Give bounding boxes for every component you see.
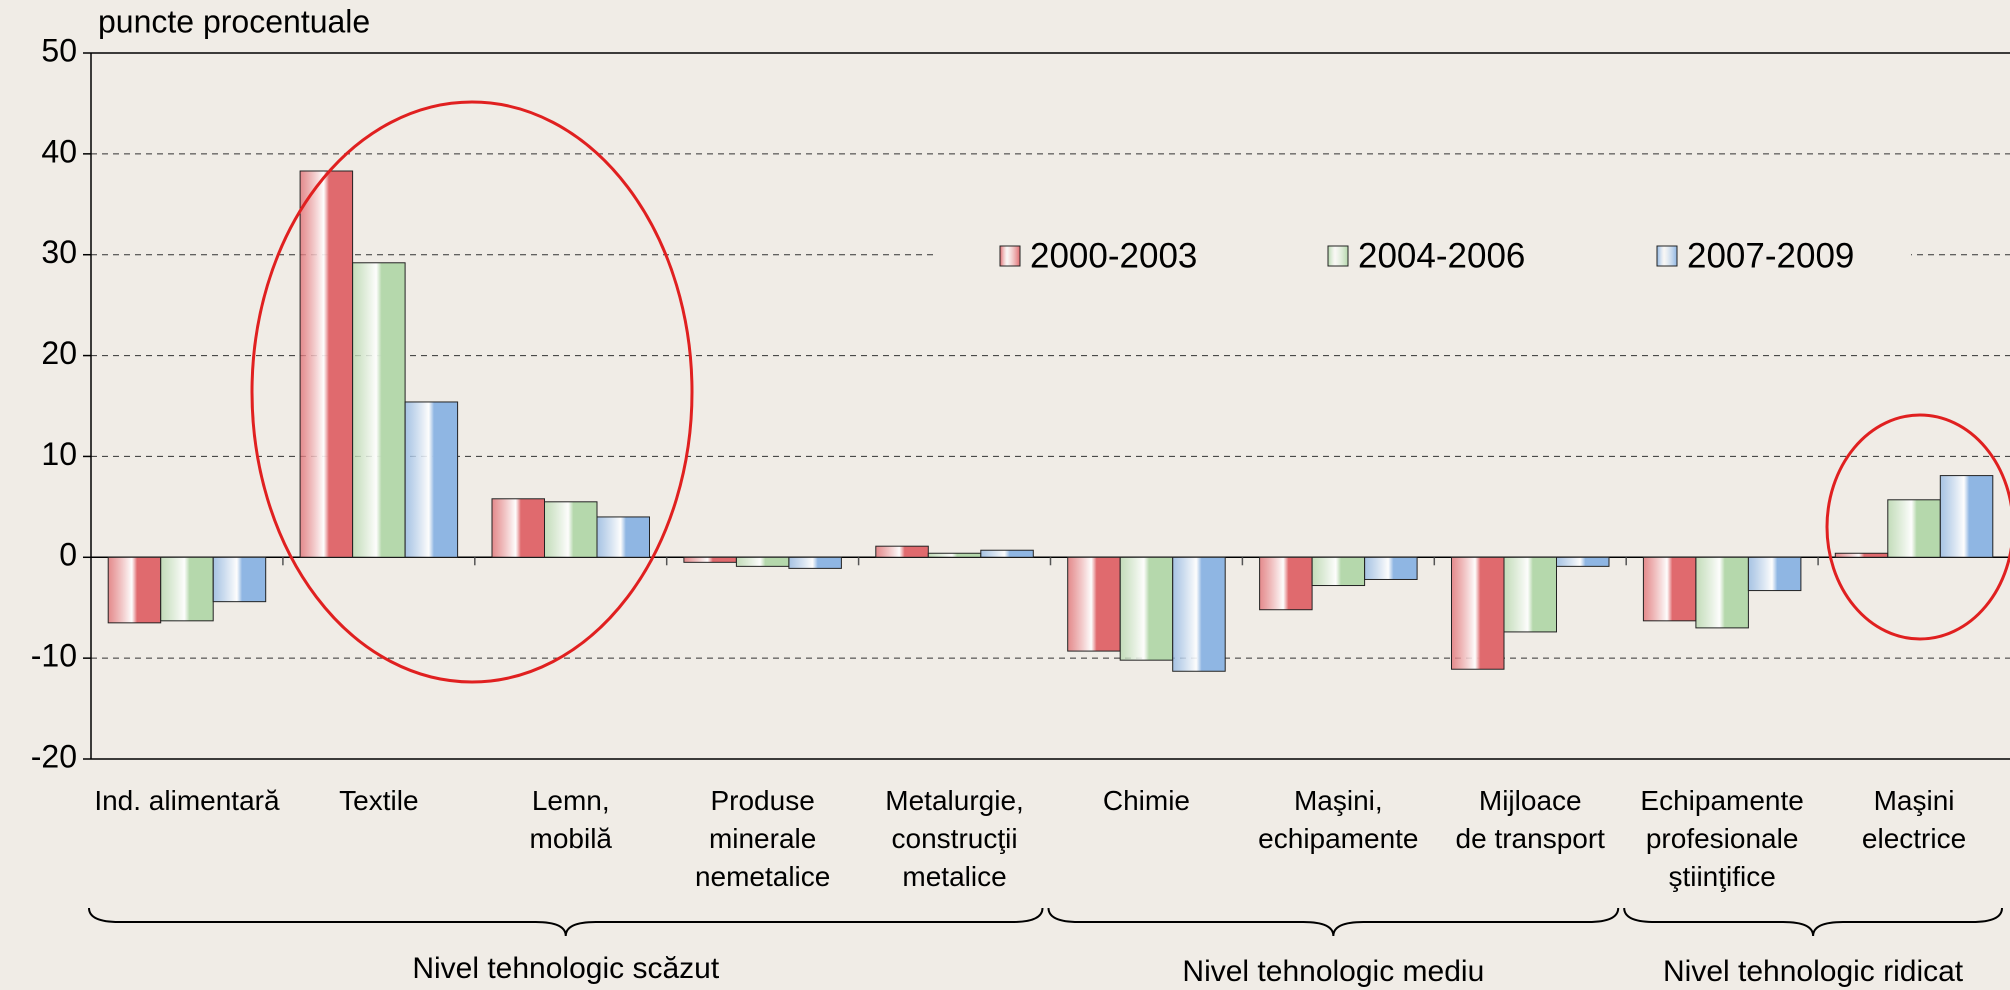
y-tick-label: 40 (41, 133, 77, 169)
bar (1364, 556, 1418, 580)
x-tick-label: Produse minerale nemetalice (694, 785, 831, 892)
bar (1556, 556, 1610, 567)
bar (1451, 556, 1505, 670)
bar (1503, 556, 1557, 633)
group-brace (1047, 907, 1620, 937)
bar (1119, 556, 1174, 661)
y-tick-label: 10 (41, 436, 77, 472)
group-label: Nivel tehnologic scăzut (412, 952, 720, 985)
x-tick-label: Maşini electrice (1861, 785, 1967, 854)
bar (1642, 556, 1697, 622)
bar (683, 556, 737, 563)
y-tick-label: 50 (41, 32, 77, 68)
group-label: Nivel tehnologic mediu (1182, 955, 1485, 988)
bar (1067, 556, 1121, 652)
y-tick-label: -10 (31, 638, 77, 674)
bar (299, 170, 354, 558)
bar (1259, 556, 1313, 611)
group-brace (1623, 907, 2003, 937)
x-tick-label: Chimie (1102, 785, 1190, 816)
legend-label: 2000-2003 (1030, 236, 1197, 275)
bar (1939, 475, 1994, 558)
bar (352, 262, 406, 558)
bar (980, 549, 1034, 558)
bar (1887, 499, 1941, 558)
x-tick-label: Textile (339, 785, 419, 816)
y-tick-label: 30 (41, 234, 77, 270)
bar (1834, 552, 1889, 558)
x-tick-label: Metalurgie, construcţii metalice (885, 785, 1024, 892)
bar (212, 556, 267, 603)
bar (491, 498, 545, 558)
bar (404, 401, 459, 558)
x-tick-label: Maşini, echipamente (1258, 785, 1419, 854)
y-tick-label: 0 (59, 537, 77, 573)
legend-label: 2007-2009 (1687, 236, 1854, 275)
y-tick-label: 20 (41, 335, 77, 371)
bar (1172, 556, 1226, 672)
x-tick-label: Echipamente profesionale ştiinţifice (1640, 785, 1804, 892)
x-tick-label: Mijloace de transport (1455, 785, 1605, 854)
legend-label: 2004-2006 (1358, 236, 1525, 275)
bar (160, 556, 214, 622)
bar (735, 556, 790, 567)
legend-box (936, 225, 1911, 287)
highlight-ellipse (1825, 413, 2010, 641)
y-axis-label: puncte procentuale (98, 3, 370, 39)
legend-swatch (1656, 245, 1678, 267)
bar (596, 516, 650, 558)
bar (544, 501, 598, 558)
bar (1311, 556, 1366, 587)
bar (1747, 556, 1802, 592)
bar (875, 545, 929, 558)
group-brace (88, 907, 1044, 937)
legend-swatch (999, 245, 1021, 267)
bar (927, 552, 982, 558)
bar (107, 556, 162, 624)
legend-swatch (1327, 245, 1349, 267)
y-tick-label: -20 (31, 738, 77, 774)
group-label: Nivel tehnologic ridicat (1663, 955, 1964, 988)
bar (788, 556, 842, 569)
x-tick-label: Lemn, mobilă (529, 785, 612, 854)
highlight-ellipse (250, 100, 694, 684)
x-tick-label: Ind. alimentară (94, 785, 280, 816)
bar (1695, 556, 1749, 629)
